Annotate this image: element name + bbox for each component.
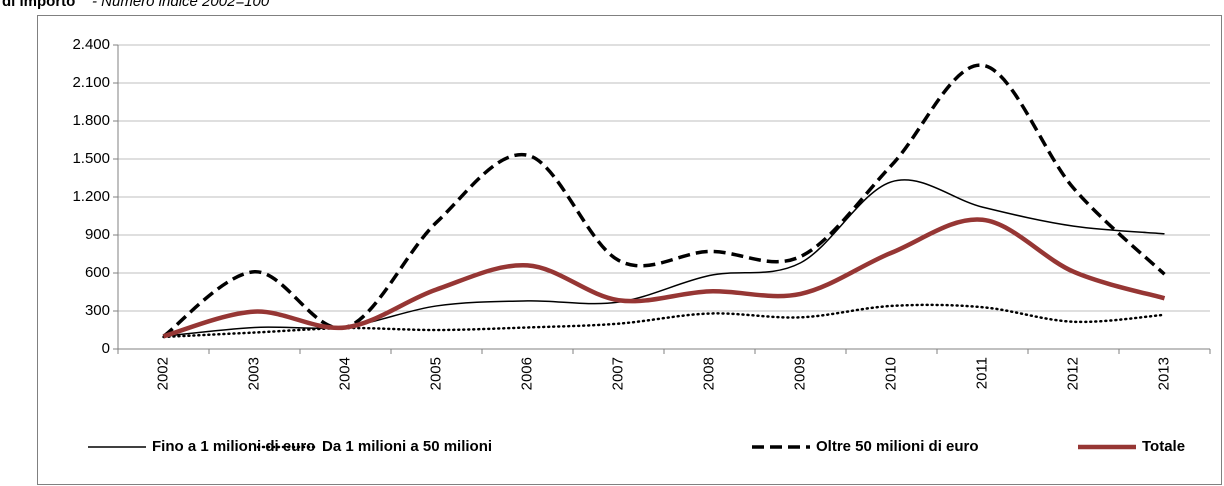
y-tick-label: 300 (85, 302, 110, 319)
x-tick-label: 2009 (791, 357, 808, 390)
x-tick-label: 2006 (518, 357, 535, 390)
chart-frame (37, 15, 1222, 485)
y-tick-label: 1.500 (72, 150, 110, 167)
legend-label: Oltre 50 milioni di euro (816, 438, 979, 455)
series-line (162, 217, 1166, 339)
x-tick-label: 2008 (700, 357, 717, 390)
legend-label: Da 1 milioni a 50 milioni (322, 438, 492, 455)
y-tick-label: 0 (102, 340, 110, 357)
x-tick-label: 2003 (245, 357, 262, 390)
y-tick-label: 900 (85, 226, 110, 243)
x-tick-label: 2002 (154, 357, 171, 390)
y-tick-label: 600 (85, 264, 110, 281)
x-tick-label: 2012 (1064, 357, 1081, 390)
chart-title: di importo (2, 0, 75, 10)
chart-subtitle: - Numero indice 2002=100 (92, 0, 270, 10)
y-tick-label: 1.800 (72, 112, 110, 129)
legend-label: Totale (1142, 438, 1185, 455)
x-tick-label: 2010 (882, 357, 899, 390)
y-tick-label: 2.100 (72, 74, 110, 91)
x-tick-label: 2007 (609, 357, 626, 390)
x-tick-label: 2005 (427, 357, 444, 390)
x-tick-label: 2013 (1155, 357, 1172, 390)
x-tick-label: 2004 (336, 357, 353, 390)
y-tick-label: 1.200 (72, 188, 110, 205)
series-line (162, 303, 1166, 339)
y-tick-label: 2.400 (72, 36, 110, 53)
legend-label: Fino a 1 milioni di euro (152, 438, 315, 455)
x-tick-label: 2011 (973, 357, 990, 389)
